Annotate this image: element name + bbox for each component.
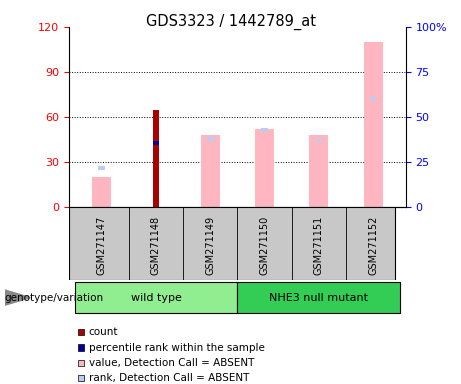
Text: wild type: wild type bbox=[130, 293, 182, 303]
Text: value, Detection Call = ABSENT: value, Detection Call = ABSENT bbox=[89, 358, 254, 368]
Bar bbox=[364, 42, 383, 207]
Text: percentile rank within the sample: percentile rank within the sample bbox=[89, 343, 265, 353]
Bar bbox=[255, 129, 274, 207]
Bar bbox=[309, 135, 328, 207]
Text: GDS3323 / 1442789_at: GDS3323 / 1442789_at bbox=[146, 13, 315, 30]
Bar bbox=[75, 282, 237, 313]
Text: NHE3 null mutant: NHE3 null mutant bbox=[269, 293, 368, 303]
Bar bbox=[237, 282, 400, 313]
Bar bbox=[316, 139, 322, 142]
Text: GSM271152: GSM271152 bbox=[368, 216, 378, 275]
Bar bbox=[153, 109, 159, 207]
Text: count: count bbox=[89, 327, 118, 337]
Text: GSM271149: GSM271149 bbox=[205, 216, 215, 275]
Text: GSM271151: GSM271151 bbox=[314, 216, 324, 275]
Bar bbox=[92, 177, 111, 207]
Text: GSM271147: GSM271147 bbox=[97, 216, 106, 275]
Bar bbox=[99, 166, 105, 169]
Text: GSM271150: GSM271150 bbox=[260, 216, 270, 275]
Text: genotype/variation: genotype/variation bbox=[5, 293, 104, 303]
Polygon shape bbox=[5, 290, 30, 305]
Bar bbox=[201, 135, 220, 207]
Bar bbox=[153, 141, 159, 144]
Text: rank, Detection Call = ABSENT: rank, Detection Call = ABSENT bbox=[89, 373, 249, 383]
Bar bbox=[370, 97, 376, 101]
Bar bbox=[261, 128, 268, 132]
Bar bbox=[207, 137, 213, 141]
Text: GSM271148: GSM271148 bbox=[151, 216, 161, 275]
